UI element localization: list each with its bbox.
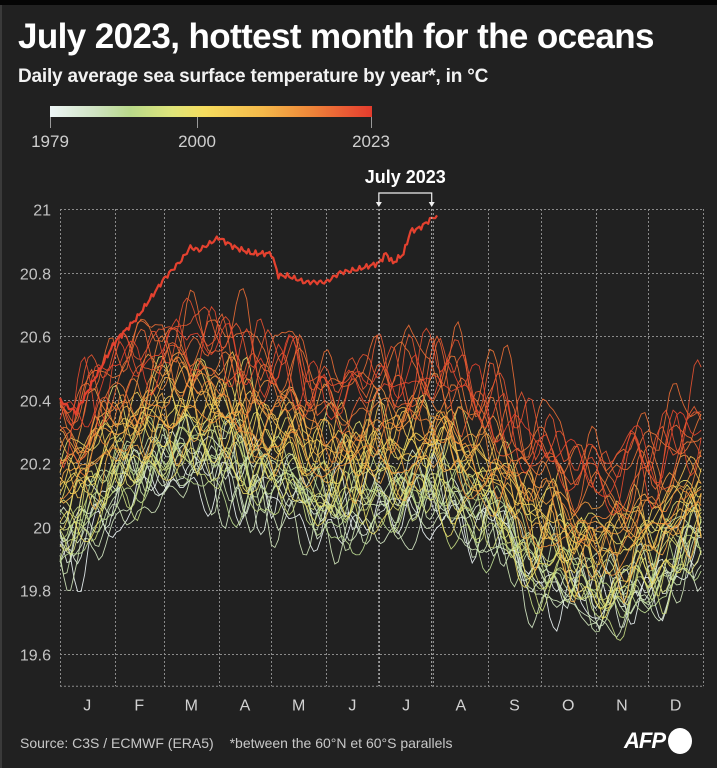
y-tick-label: 20.2 xyxy=(20,457,51,474)
year-line-1996 xyxy=(59,422,702,610)
afp-logo: AFP xyxy=(624,727,692,755)
chart-subtitle: Daily average sea surface temperature by… xyxy=(18,66,489,87)
july-2023-annotation: July 2023 xyxy=(365,167,446,687)
year-line-2021 xyxy=(59,305,702,516)
year-lines xyxy=(59,287,702,641)
year-line-2022 xyxy=(59,322,702,497)
highlight-line xyxy=(58,214,438,416)
year-line-1997 xyxy=(59,393,702,564)
series-line-2023 xyxy=(58,214,438,416)
year-line-2020 xyxy=(59,297,702,474)
year-line-1994 xyxy=(59,418,702,601)
year-line-2011 xyxy=(59,404,702,576)
x-tick-label: A xyxy=(455,697,466,714)
annotation-bracket xyxy=(378,192,433,206)
chart-title: July 2023, hottest month for the oceans xyxy=(18,17,655,56)
y-tick-label: 19.8 xyxy=(20,584,51,601)
year-color-legend xyxy=(50,106,372,117)
x-tick-label: O xyxy=(562,697,574,714)
legend-tick-end xyxy=(371,117,372,128)
legend-label-mid: 2000 xyxy=(178,132,216,151)
x-tick-label: M xyxy=(185,697,198,714)
arrow-down-icon xyxy=(375,202,382,207)
year-line-1998 xyxy=(59,355,702,551)
y-tick-label: 21 xyxy=(33,203,51,220)
year-line-1990 xyxy=(59,411,702,603)
y-tick-label: 20.6 xyxy=(20,330,51,347)
year-line-1991 xyxy=(59,426,702,619)
legend-tick-mid xyxy=(197,117,198,128)
year-line-2019 xyxy=(59,306,702,489)
year-line-2006 xyxy=(59,372,702,555)
year-line-1995 xyxy=(59,411,702,607)
footnote-text: *between the 60°N et 60°S parallels xyxy=(229,735,453,751)
x-tick-label: S xyxy=(509,697,520,714)
top-band xyxy=(0,0,717,5)
y-tick-label: 19.6 xyxy=(20,648,51,665)
year-line-2018 xyxy=(59,335,702,514)
x-tick-label: J xyxy=(348,697,356,714)
y-tick-label: 20.8 xyxy=(20,267,51,284)
year-line-2012 xyxy=(59,357,702,556)
source-text: Source: C3S / ECMWF (ERA5) xyxy=(20,735,214,751)
year-line-2007 xyxy=(59,380,702,604)
year-line-1984 xyxy=(60,436,702,629)
x-tick-label: N xyxy=(616,697,628,714)
year-line-2014 xyxy=(59,335,702,520)
year-line-1986 xyxy=(59,433,702,633)
year-line-2017 xyxy=(59,313,702,514)
legend-tick-start xyxy=(50,117,51,128)
year-line-2008 xyxy=(59,382,702,583)
afp-logo-dot-icon xyxy=(668,728,692,754)
x-tick-label: M xyxy=(292,697,305,714)
year-line-1989 xyxy=(59,445,702,614)
year-line-1985 xyxy=(59,466,702,638)
legend-label-start: 1979 xyxy=(31,132,69,151)
year-line-2005 xyxy=(59,351,702,550)
x-tick-label: J xyxy=(402,697,410,714)
y-axis: 19.6 19.8 20 20.2 20.4 20.6 20.8 21 xyxy=(20,203,51,665)
legend-label-end: 2023 xyxy=(352,132,390,151)
year-line-1999 xyxy=(59,425,702,610)
x-tick-label: D xyxy=(670,697,682,714)
year-line-2013 xyxy=(59,352,702,543)
x-tick-label: J xyxy=(83,697,91,714)
annotation-label: July 2023 xyxy=(365,167,446,187)
afp-logo-text: AFP xyxy=(624,728,666,753)
left-edge xyxy=(0,5,2,768)
x-tick-label: F xyxy=(134,697,144,714)
x-tick-label: A xyxy=(240,697,251,714)
arrow-down-icon xyxy=(428,202,435,207)
y-tick-label: 20 xyxy=(33,521,51,538)
y-tick-label: 20.4 xyxy=(20,394,51,411)
footer: Source: C3S / ECMWF (ERA5) *between the … xyxy=(20,735,453,751)
year-line-2009 xyxy=(59,351,702,535)
